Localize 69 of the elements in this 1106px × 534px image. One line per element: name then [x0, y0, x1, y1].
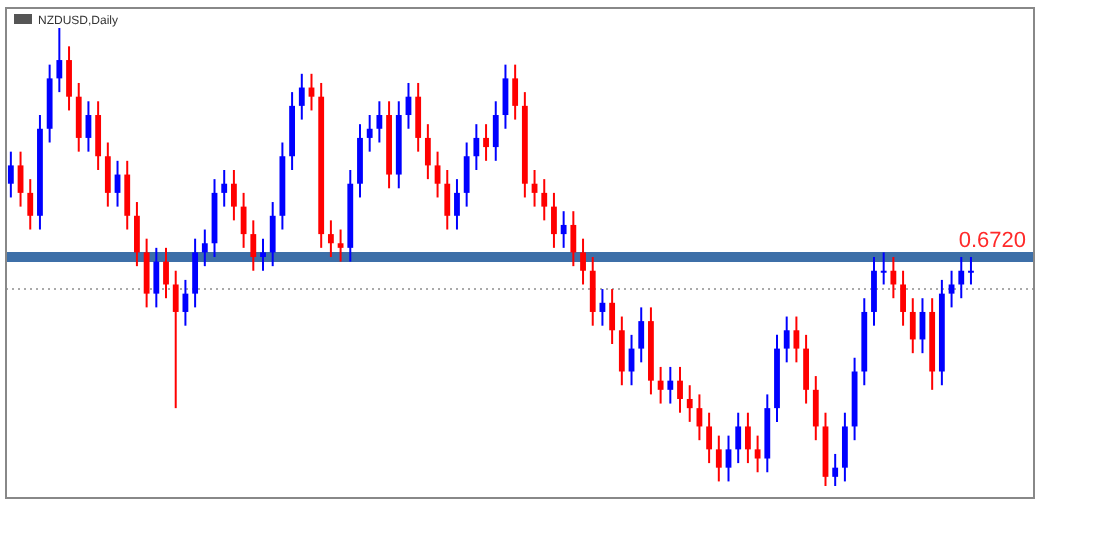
candlestick [221, 168, 228, 208]
candlestick [638, 306, 645, 364]
candlestick [667, 365, 674, 405]
candlestick [793, 315, 800, 364]
candlestick [66, 45, 72, 112]
candlestick [357, 123, 363, 199]
candlestick [192, 237, 199, 309]
candlestick [269, 201, 276, 268]
candlestick [7, 150, 14, 199]
candlestick [134, 201, 140, 268]
candlestick [909, 297, 916, 355]
candlestick [900, 269, 906, 327]
candlestick [260, 237, 266, 272]
candlestick [172, 269, 179, 410]
candlestick [492, 100, 499, 162]
candlestick [95, 100, 102, 171]
candlestick [745, 411, 751, 465]
candlestick [104, 141, 111, 208]
candlestick [483, 123, 489, 162]
candlestick [424, 123, 431, 181]
candlestick [473, 123, 480, 171]
candlestick [124, 159, 131, 231]
candlestick [686, 384, 693, 423]
candlestick [551, 191, 557, 249]
candlestick [803, 333, 809, 405]
candlestick [143, 237, 150, 309]
candlestick [958, 256, 965, 300]
candlestick [657, 365, 664, 405]
candlestick [298, 72, 305, 121]
candlestick [444, 168, 451, 231]
candlestick [153, 246, 160, 309]
candlestick [163, 246, 169, 300]
candlestick [580, 237, 586, 286]
candlestick [832, 452, 839, 487]
candlestick [754, 434, 761, 474]
annotation: 0.6720 [958, 229, 1026, 253]
candlestick [677, 365, 683, 414]
candlestick [75, 81, 82, 153]
candlestick [240, 191, 247, 249]
candlestick [715, 434, 722, 483]
candlestick [560, 210, 567, 249]
candlestick [618, 315, 625, 387]
candlestick [250, 219, 257, 272]
candlestick [968, 256, 974, 286]
candlestick [880, 251, 887, 286]
candlestick [376, 100, 383, 144]
candlestick [415, 81, 422, 153]
candlestick [841, 411, 848, 483]
candlestick [609, 288, 616, 346]
candlestick [512, 63, 519, 121]
candlestick [454, 178, 460, 231]
candlestick [570, 210, 577, 268]
candlestick [783, 315, 790, 364]
candlestick [56, 27, 63, 94]
candlestick [948, 269, 955, 309]
candlestick [27, 178, 34, 231]
candlestick [871, 256, 877, 327]
candlestick [337, 228, 344, 263]
candlestick [890, 256, 897, 300]
candlestick [735, 411, 742, 465]
candlestick [812, 375, 819, 442]
candlestick [231, 168, 237, 222]
candlestick [201, 228, 208, 268]
candlestick [589, 256, 596, 327]
candlestick [327, 219, 334, 258]
candlestick [463, 141, 470, 208]
candlestick [541, 178, 548, 222]
candlestick [706, 411, 713, 465]
candlestick [366, 114, 373, 153]
